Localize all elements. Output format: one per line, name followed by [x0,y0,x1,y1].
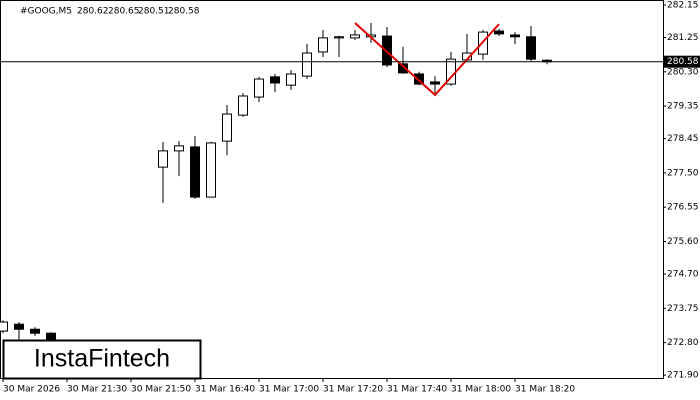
candle-body [190,146,200,198]
candle-body [318,37,328,53]
x-tick-label: 31 Mar 16:40 [195,385,255,395]
y-tick-label: 281.25 [667,33,699,43]
plot-frame [0,0,664,379]
x-tick-label: 31 Mar 18:00 [451,385,511,395]
candle-body [526,36,536,60]
y-tick-label: 276.55 [667,203,699,213]
candle-body [414,73,424,85]
candle-body [0,321,8,332]
header-low: 280.51 [138,7,170,17]
x-tick-label: 30 Mar 21:30 [67,385,127,395]
candle-body [270,76,280,84]
candle-body [174,145,184,152]
y-tick-label: 272.80 [667,338,699,348]
candle-body [430,81,440,85]
logo-box [2,339,202,380]
candle-body [302,52,312,77]
y-tick-label: 275.60 [667,237,699,247]
x-tick-label: 30 Mar 21:50 [131,385,191,395]
candle-body [30,328,40,334]
y-tick-label: 271.90 [667,371,699,381]
candle-body [254,78,264,98]
candle-body [206,142,216,198]
candle-body [158,150,168,168]
y-tick-label: 279.35 [667,102,699,112]
candle-body [350,34,360,39]
x-tick-label: 31 Mar 18:20 [515,385,575,395]
candle-body [334,36,344,39]
y-tick-label: 280.30 [667,67,699,77]
header-close: 280.58 [168,7,200,17]
x-tick-label: 30 Mar 2026 [3,385,60,395]
header-high: 280.65 [108,7,140,17]
y-tick-label: 274.70 [667,270,699,280]
y-tick-label: 273.75 [667,304,699,314]
candle-body [46,332,56,341]
chart-title: #GOOG,M5 [20,7,72,17]
header-open: 280.62 [77,7,109,17]
logo: InstaFintech [34,345,170,373]
y-tick-label: 282.15 [667,1,699,11]
candle-body [238,95,248,116]
x-tick-label: 31 Mar 17:40 [387,385,447,395]
price-label-box [663,55,700,68]
candle-body [286,73,296,86]
candle-body [398,63,408,74]
candle-body [494,30,504,35]
x-tick-label: 31 Mar 17:00 [259,385,319,395]
x-tick-label: 31 Mar 17:20 [323,385,383,395]
y-tick-label: 278.45 [667,134,699,144]
price-label: 280.58 [667,57,699,67]
pattern-line [354,22,500,97]
candle-body [510,34,520,38]
y-tick-label: 277.50 [667,168,699,178]
candle-body [14,323,24,330]
candle-body [222,113,232,142]
